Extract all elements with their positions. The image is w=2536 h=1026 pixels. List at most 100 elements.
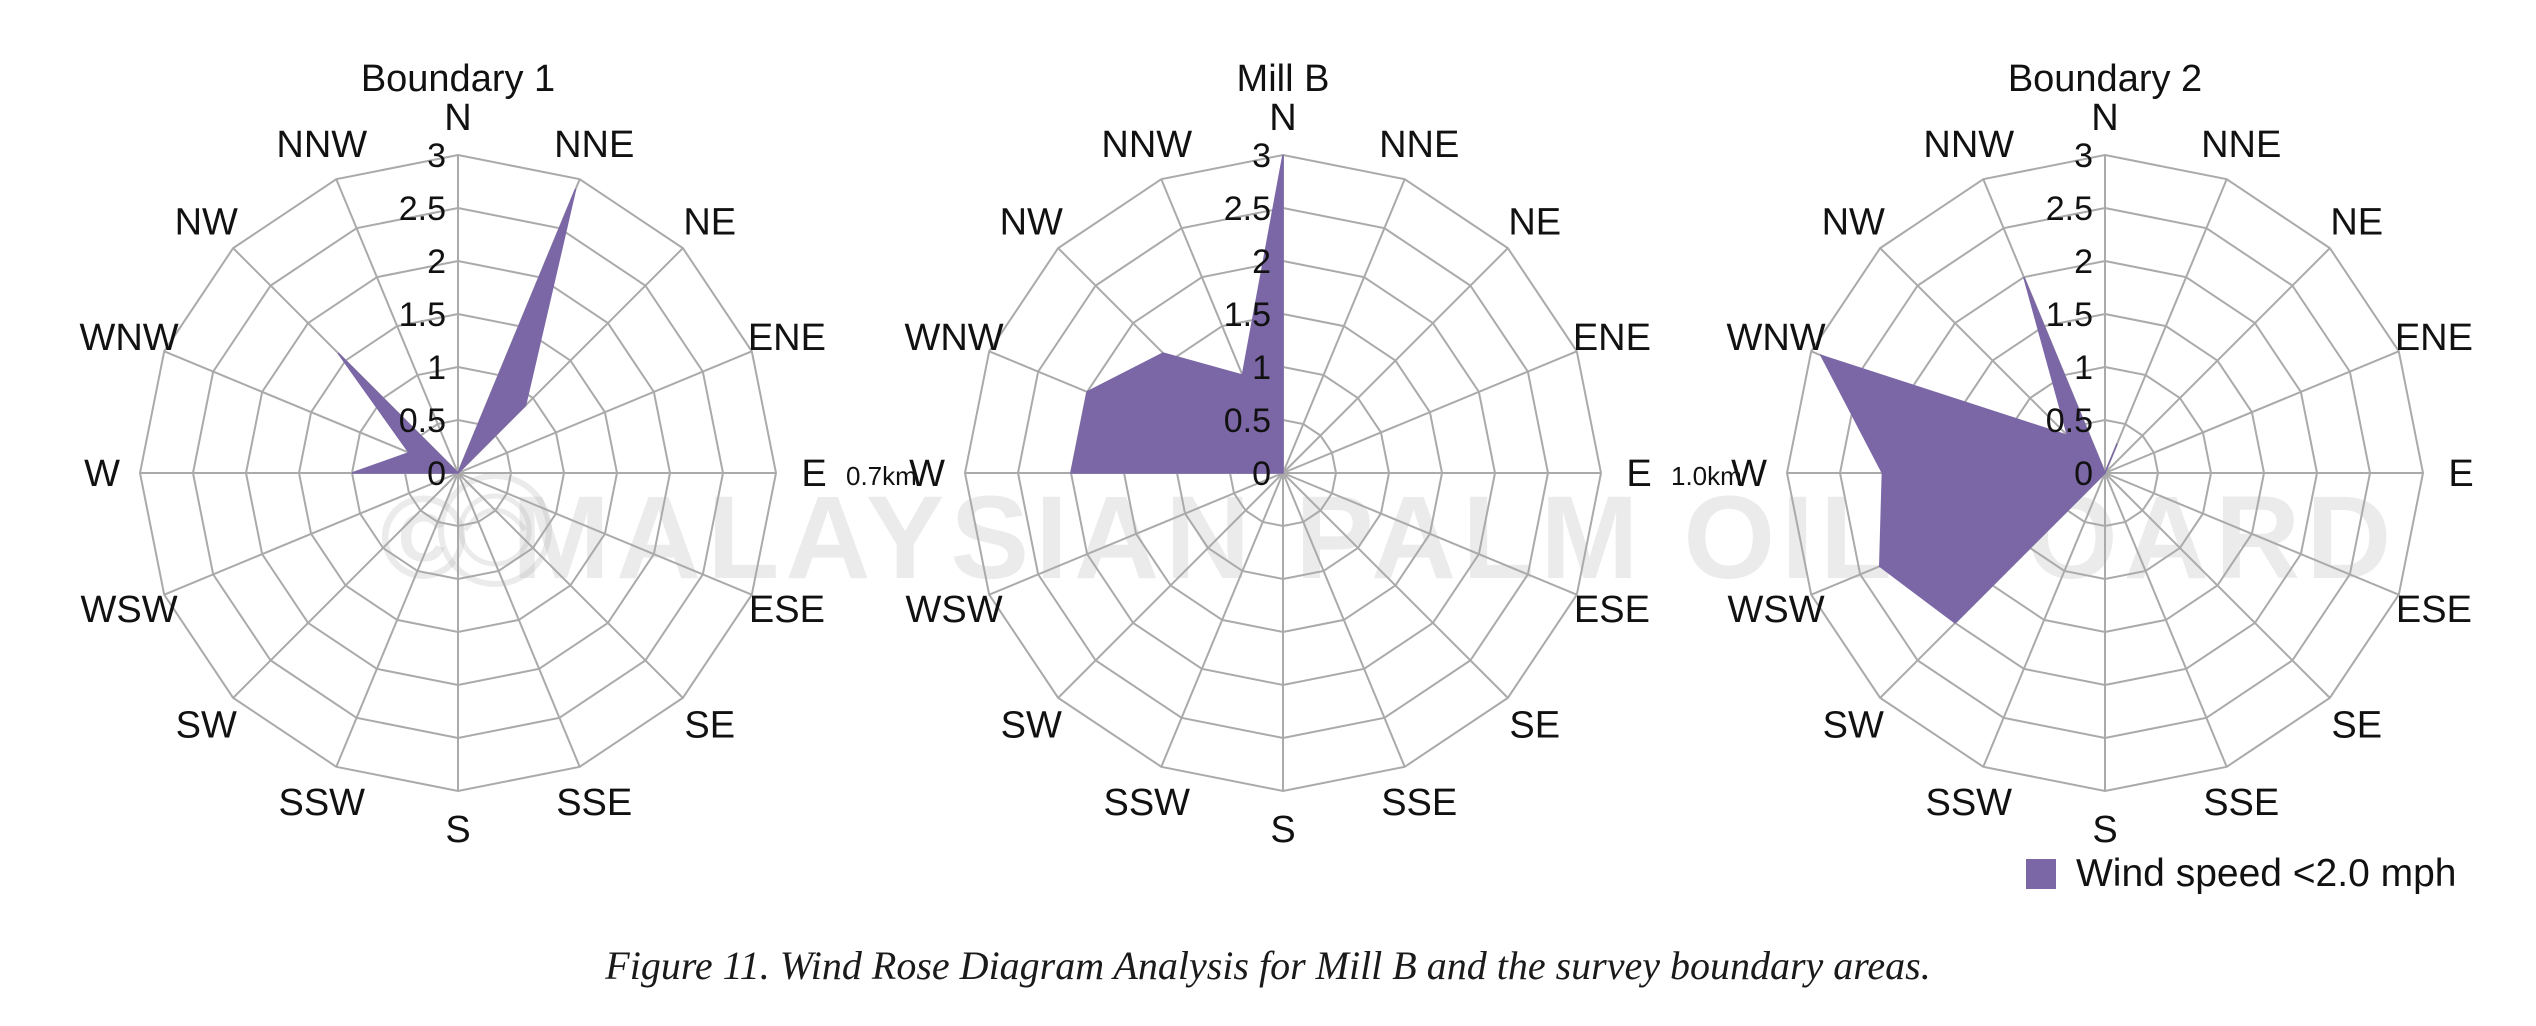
grid-spoke bbox=[232, 472, 459, 699]
radial-tick-label: 0.5 bbox=[1224, 402, 1271, 440]
direction-label: SSW bbox=[278, 782, 365, 824]
direction-label: NE bbox=[1508, 201, 1561, 243]
grid-spoke bbox=[1282, 178, 1406, 474]
direction-label: N bbox=[1269, 97, 1296, 139]
grid-spoke bbox=[1282, 472, 1509, 699]
direction-label: NNE bbox=[554, 124, 634, 166]
direction-label: NE bbox=[683, 201, 736, 243]
grid-spoke bbox=[1057, 472, 1284, 699]
grid-spoke bbox=[1282, 247, 1509, 474]
grid-spoke bbox=[2104, 178, 2228, 474]
direction-label: E bbox=[1626, 453, 1651, 495]
direction-label: ESE bbox=[1574, 589, 1650, 631]
direction-label: WNW bbox=[1727, 317, 1826, 359]
distance-label: 1.0km bbox=[1671, 461, 1742, 491]
direction-label: NW bbox=[175, 201, 238, 243]
radial-tick-label: 3 bbox=[1252, 137, 1271, 175]
legend: Wind speed <2.0 mph bbox=[2026, 852, 2456, 896]
chart-title: Boundary 1 bbox=[361, 58, 555, 100]
radial-tick-label: 2.5 bbox=[2046, 190, 2093, 228]
radial-tick-label: 0 bbox=[427, 455, 446, 493]
grid-spoke bbox=[2104, 472, 2331, 699]
direction-label: NNW bbox=[276, 124, 367, 166]
grid-spoke bbox=[457, 350, 753, 474]
distance-label: 0.7km bbox=[846, 461, 917, 491]
direction-label: WNW bbox=[905, 317, 1004, 359]
radial-tick-label: 2 bbox=[1252, 243, 1271, 281]
series-area bbox=[1070, 154, 1284, 474]
radial-tick-label: 0 bbox=[2074, 455, 2093, 493]
grid-spoke bbox=[2104, 247, 2331, 474]
direction-label: ESE bbox=[749, 589, 825, 631]
radial-tick-label: 1 bbox=[427, 349, 446, 387]
radial-tick-label: 0.5 bbox=[2046, 402, 2093, 440]
grid-spoke bbox=[335, 178, 459, 474]
radial-tick-label: 3 bbox=[427, 137, 446, 175]
direction-label: NNW bbox=[1101, 124, 1192, 166]
series-area bbox=[1819, 276, 2118, 624]
radial-tick-label: 0 bbox=[1252, 455, 1271, 493]
direction-label: ENE bbox=[1573, 317, 1651, 359]
grid-spoke bbox=[457, 472, 684, 699]
direction-label: W bbox=[909, 453, 945, 495]
grid-spoke bbox=[2104, 350, 2400, 474]
grid-spoke bbox=[457, 472, 581, 768]
direction-label: SSE bbox=[2203, 782, 2279, 824]
chart-title: Boundary 2 bbox=[2008, 58, 2202, 100]
direction-label: W bbox=[84, 453, 120, 495]
grid-spoke bbox=[988, 472, 1284, 596]
grid-spoke bbox=[1160, 472, 1284, 768]
direction-label: SE bbox=[2331, 705, 2382, 747]
direction-label: NW bbox=[1822, 201, 1885, 243]
grid-spoke bbox=[457, 472, 753, 596]
direction-label: S bbox=[1270, 809, 1295, 851]
direction-label: ENE bbox=[2395, 317, 2473, 359]
radial-tick-label: 2.5 bbox=[1224, 190, 1271, 228]
direction-label: NNE bbox=[1379, 124, 1459, 166]
grid-spoke bbox=[1282, 472, 1578, 596]
radial-tick-label: 2 bbox=[427, 243, 446, 281]
grid-spoke bbox=[2104, 472, 2228, 768]
radial-tick-label: 1.5 bbox=[2046, 296, 2093, 334]
direction-label: SSE bbox=[1381, 782, 1457, 824]
direction-label: SW bbox=[1823, 705, 1884, 747]
radial-tick-label: 2 bbox=[2074, 243, 2093, 281]
direction-label: E bbox=[2448, 453, 2473, 495]
series-area bbox=[337, 188, 577, 475]
radial-tick-label: 3 bbox=[2074, 137, 2093, 175]
direction-label: NW bbox=[1000, 201, 1063, 243]
direction-label: W bbox=[1731, 453, 1767, 495]
direction-label: SSW bbox=[1103, 782, 1190, 824]
direction-label: E bbox=[801, 453, 826, 495]
direction-label: SSE bbox=[556, 782, 632, 824]
direction-label: SW bbox=[176, 705, 237, 747]
direction-label: WNW bbox=[80, 317, 179, 359]
direction-label: ENE bbox=[748, 317, 826, 359]
grid-spoke bbox=[1982, 472, 2106, 768]
radial-tick-label: 1.5 bbox=[399, 296, 446, 334]
direction-label: SE bbox=[684, 705, 735, 747]
radial-tick-label: 1 bbox=[1252, 349, 1271, 387]
direction-label: SSW bbox=[1925, 782, 2012, 824]
direction-label: N bbox=[2091, 97, 2118, 139]
direction-label: S bbox=[2092, 809, 2117, 851]
grid-spoke bbox=[335, 472, 459, 768]
radial-tick-label: 0.5 bbox=[399, 402, 446, 440]
figure-caption: Figure 11. Wind Rose Diagram Analysis fo… bbox=[605, 943, 1931, 988]
direction-label: NNE bbox=[2201, 124, 2281, 166]
grid-spoke bbox=[163, 472, 459, 596]
radial-tick-label: 1.5 bbox=[1224, 296, 1271, 334]
chart-title: Mill B bbox=[1237, 58, 1330, 100]
direction-label: NNW bbox=[1923, 124, 2014, 166]
direction-label: N bbox=[444, 97, 471, 139]
grid-spoke bbox=[1282, 350, 1578, 474]
direction-label: WSW bbox=[81, 589, 178, 631]
direction-label: S bbox=[445, 809, 470, 851]
radial-tick-label: 1 bbox=[2074, 349, 2093, 387]
direction-label: SE bbox=[1509, 705, 1560, 747]
grid-spoke bbox=[2104, 472, 2400, 596]
legend-label: Wind speed <2.0 mph bbox=[2076, 852, 2457, 895]
legend-swatch bbox=[2026, 859, 2056, 889]
